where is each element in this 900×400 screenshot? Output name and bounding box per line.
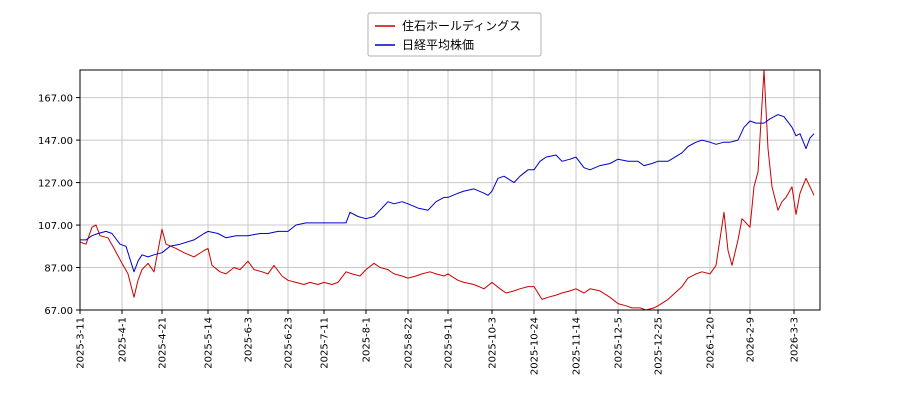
y-tick-label: 147.00 (38, 136, 73, 147)
x-tick-label: 2025-6-23 (284, 317, 295, 369)
x-tick-label: 2025-3-11 (76, 317, 87, 369)
x-tick-label: 2025-10-3 (488, 317, 499, 369)
legend-label-1: 日経平均株価 (402, 37, 474, 52)
x-axis: 2025-3-11 2025-4-1 2025-4-21 2025-5-14 2025-… (76, 310, 801, 375)
series-line-0 (79, 69, 815, 311)
y-tick-label: 167.00 (38, 94, 73, 105)
y-tick-label: 107.00 (38, 221, 73, 232)
y-tick-label: 127.00 (38, 179, 73, 190)
x-tick-label: 2025-6-3 (244, 317, 255, 362)
x-tick-label: 2025-12-5 (614, 317, 625, 369)
series-layer (79, 69, 815, 311)
x-tick-label: 2026-3-3 (790, 317, 801, 362)
y-axis: 67.00 87.00 107.00 127.00 147.00 167.00 (38, 94, 80, 317)
legend: 住石ホールディングス 日経平均株価 (367, 12, 542, 57)
legend-label-0: 住石ホールディングス (402, 18, 521, 33)
x-tick-label: 2025-4-1 (118, 317, 129, 362)
x-tick-label: 2025-4-21 (158, 317, 169, 369)
y-tick-label: 87.00 (44, 264, 73, 275)
x-tick-label: 2026-2-9 (746, 317, 757, 362)
x-tick-label: 2026-1-20 (706, 317, 717, 369)
x-tick-label: 2025-9-11 (444, 317, 455, 369)
y-tick-label: 67.00 (44, 306, 73, 317)
x-tick-label: 2025-8-22 (404, 317, 415, 369)
x-tick-label: 2025-11-14 (572, 317, 583, 375)
x-tick-label: 2025-10-24 (530, 317, 541, 375)
x-tick-label: 2025-5-14 (204, 317, 215, 369)
series-line-1 (80, 114, 815, 273)
plot-area-frame (79, 69, 821, 311)
x-tick-label: 2025-8-1 (362, 317, 373, 362)
x-tick-label: 2025-7-11 (320, 317, 331, 369)
legend-box (367, 12, 542, 57)
x-tick-label: 2025-12-25 (654, 317, 665, 375)
